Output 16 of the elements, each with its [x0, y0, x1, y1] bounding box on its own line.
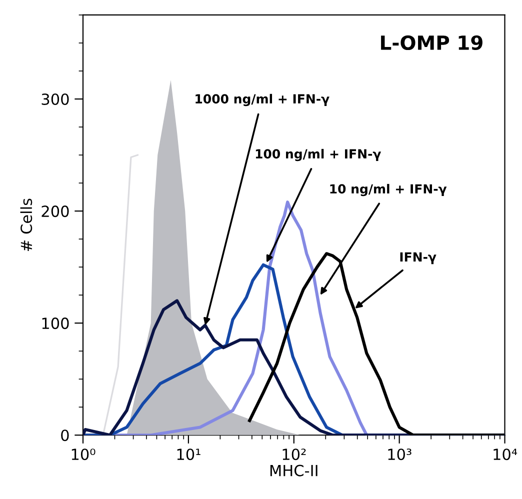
- y-tick-label: 300: [42, 93, 69, 106]
- x-tick-label: 10²: [282, 448, 306, 460]
- annotation: 100 ng/ml + IFN-γ: [256, 148, 382, 162]
- text: L-OMP 19: [381, 35, 482, 50]
- annotation: IFN-γ: [400, 252, 436, 264]
- x-tick-label: 10⁴: [494, 448, 518, 460]
- y-tick-label: 200: [42, 206, 69, 218]
- y-tick-label: 0: [61, 430, 69, 442]
- x-tick-label: 10¹: [177, 448, 200, 460]
- annotation: 10 ng/ml + IFN-γ: [330, 184, 447, 196]
- x-tick-label: 10⁰: [72, 448, 96, 460]
- y-tick-label: 100: [42, 318, 69, 330]
- y-axis-title: # Cells: [20, 198, 32, 251]
- x-tick-label: 10³: [388, 448, 412, 460]
- x-axis-title: MHC-II: [270, 464, 318, 476]
- annotation: 1000 ng/ml + IFN-γ: [196, 94, 330, 106]
